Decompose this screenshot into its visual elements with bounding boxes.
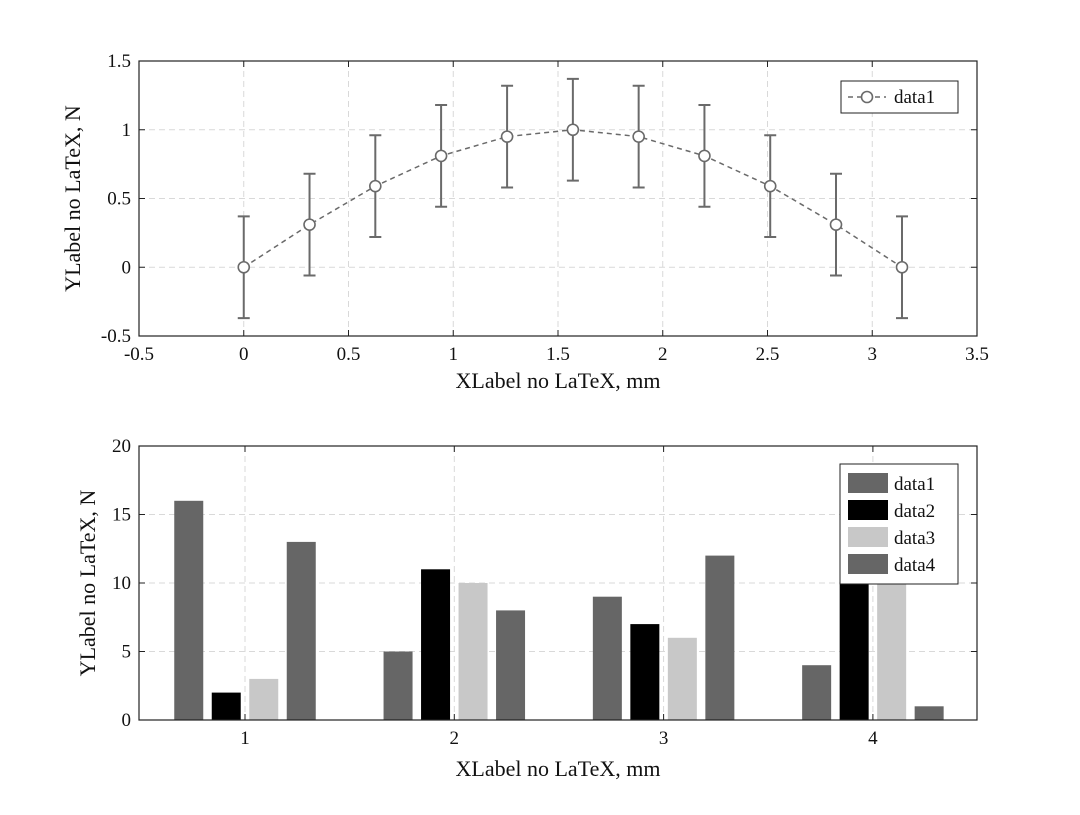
data-point (698, 149, 711, 163)
data-point (632, 130, 645, 143)
x-tick-label: 2.5 (756, 344, 780, 365)
legend-swatch (848, 554, 888, 574)
axes-frame (138, 60, 978, 337)
data-point (500, 130, 514, 143)
bar (421, 569, 451, 720)
legend-label: data3 (894, 528, 935, 549)
data-point (237, 260, 251, 274)
bar (802, 665, 832, 720)
x-tick-label: 1 (449, 344, 459, 365)
bar (249, 678, 279, 720)
y-tick-label: 0 (122, 710, 132, 731)
y-tick-label: -0.5 (101, 326, 131, 347)
x-tick-label: 4 (868, 728, 878, 749)
bar (592, 596, 622, 720)
legend-swatch (848, 473, 888, 493)
x-axis-label: XLabel no LaTeX, mm (456, 368, 661, 393)
errorbar-line-chart: -0.5 0 0.5 1 1.5 2 2.5 3 3.5 -0.5 0 0.5 1 1.5 XLabel n… (60, 51, 989, 393)
bar (286, 541, 316, 720)
data-point (369, 179, 382, 193)
x-tick-label: 0 (239, 344, 249, 365)
bar (914, 706, 944, 720)
bar (630, 624, 660, 720)
y-tick-label: 10 (112, 573, 131, 594)
bar (458, 583, 488, 720)
x-tick-label: 3.5 (965, 344, 989, 365)
legend-label: data2 (894, 501, 935, 522)
data-point (434, 149, 448, 163)
legend: data1 data2 data3 data4 (839, 463, 959, 585)
legend-label: data4 (894, 555, 936, 576)
data-point (895, 260, 909, 274)
plot-area (139, 446, 977, 720)
legend-swatch (848, 500, 888, 520)
x-tick-label: 2 (658, 344, 668, 365)
x-tick-label: 3 (659, 728, 669, 749)
x-tick-label: 3 (868, 344, 878, 365)
y-tick-label: 0 (122, 257, 132, 278)
legend-swatch (848, 527, 888, 547)
bar (667, 637, 697, 720)
x-tick-label: 2 (450, 728, 460, 749)
bar (211, 692, 241, 720)
legend-marker-swatch (860, 90, 874, 104)
bar (383, 651, 413, 720)
y-axis-label: YLabel no LaTeX, N (60, 105, 85, 292)
x-tick-label: -0.5 (124, 344, 154, 365)
grouped-bar-chart: 1 2 3 4 0 5 10 15 20 XLabel no LaTeX, mm YLabel no… (75, 436, 978, 781)
x-tick-label: 1 (240, 728, 250, 749)
data-point (566, 123, 580, 137)
bar (496, 610, 526, 720)
y-tick-label: 0.5 (107, 189, 131, 210)
x-tick-label: 0.5 (337, 344, 361, 365)
y-tick-label: 20 (112, 436, 131, 457)
y-tick-label: 1 (122, 120, 132, 141)
data-point (829, 218, 843, 231)
bar (705, 555, 735, 720)
legend: data1 (840, 80, 959, 114)
y-tick-label: 15 (112, 505, 131, 526)
x-axis-label: XLabel no LaTeX, mm (456, 756, 661, 781)
legend-label: data1 (894, 474, 935, 495)
x-tick-label: 1.5 (546, 344, 570, 365)
axes-frame (138, 445, 978, 721)
y-tick-label: 1.5 (107, 51, 131, 72)
y-tick-label: 5 (122, 642, 132, 663)
data-point (303, 218, 316, 231)
data-point (763, 179, 777, 193)
bar (174, 500, 204, 720)
bar (877, 569, 907, 720)
legend-label: data1 (894, 87, 935, 108)
y-axis-label: YLabel no LaTeX, N (75, 490, 100, 677)
